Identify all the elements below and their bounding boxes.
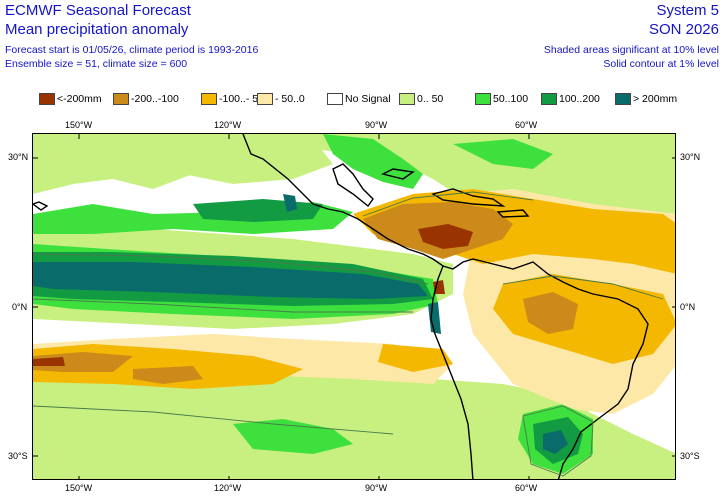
legend-swatch — [541, 93, 557, 105]
lat-tick-right: 30°S — [680, 451, 700, 461]
lon-tick-bottom: 90°W — [365, 483, 388, 493]
legend-item: 0.. 50 — [399, 92, 443, 106]
legend-label: 50..100 — [493, 93, 529, 105]
anomaly-teal — [33, 194, 568, 454]
significance-contours — [33, 191, 664, 477]
legend-swatch — [113, 93, 129, 105]
legend-item: -100..- 50 — [201, 92, 264, 106]
lon-tick-bottom: 150°W — [65, 483, 93, 493]
shading-note: Shaded areas significant at 10% level — [543, 44, 719, 56]
lon-tick-top: 150°W — [65, 120, 93, 130]
legend-item: -200..-100 — [113, 92, 179, 106]
lat-tick-right: 0°N — [680, 302, 696, 312]
contour-note: Solid contour at 1% level — [603, 58, 719, 70]
legend-swatch — [475, 93, 491, 105]
legend-item: > 200mm — [615, 92, 677, 106]
legend-label: -200..-100 — [131, 93, 179, 105]
lon-tick-top: 120°W — [214, 120, 242, 130]
legend-swatch — [201, 93, 217, 105]
season-label: SON 2026 — [648, 21, 719, 38]
lon-tick-bottom: 60°W — [515, 483, 538, 493]
legend-label: 0.. 50 — [417, 93, 444, 105]
coastlines — [33, 134, 649, 479]
legend-label: - 50..0 — [275, 93, 305, 105]
forecast-info: Forecast start is 01/05/26, climate peri… — [5, 44, 259, 56]
legend-item: - 50..0 — [257, 92, 305, 106]
legend-item: 100..200 — [541, 92, 600, 106]
legend-swatch — [257, 93, 273, 105]
lon-tick-bottom: 120°W — [214, 483, 242, 493]
chart-title: ECMWF Seasonal Forecast — [5, 2, 191, 19]
lat-tick-left: 0°N — [12, 302, 28, 312]
lat-tick-left: 30°S — [8, 451, 28, 461]
legend-swatch — [399, 93, 415, 105]
system-label: System 5 — [656, 2, 719, 19]
legend-label: -100..- 50 — [219, 93, 264, 105]
legend-item: No Signal — [327, 92, 391, 106]
graticule-ticks — [33, 134, 675, 479]
map-canvas — [33, 134, 675, 479]
lat-tick-right: 30°N — [680, 152, 701, 162]
legend-item: <-200mm — [39, 92, 102, 106]
legend-swatch — [615, 93, 631, 105]
legend-label: > 200mm — [633, 93, 678, 105]
color-legend: <-200mm -200..-100 -100..- 50 - 50..0 No Sig… — [39, 92, 689, 106]
ensemble-info: Ensemble size = 51, climate size = 600 — [5, 58, 188, 70]
lon-tick-top: 60°W — [515, 120, 538, 130]
legend-label: No Signal — [345, 93, 391, 105]
lat-tick-left: 30°N — [8, 152, 29, 162]
legend-label: <-200mm — [57, 93, 102, 105]
chart-subtitle: Mean precipitation anomaly — [5, 21, 189, 38]
lon-tick-top: 90°W — [365, 120, 388, 130]
legend-swatch — [39, 93, 55, 105]
precipitation-map — [32, 133, 676, 480]
anomaly-dark-brown — [33, 224, 473, 366]
legend-swatch — [327, 93, 343, 105]
legend-label: 100..200 — [559, 93, 600, 105]
legend-item: 50..100 — [475, 92, 528, 106]
